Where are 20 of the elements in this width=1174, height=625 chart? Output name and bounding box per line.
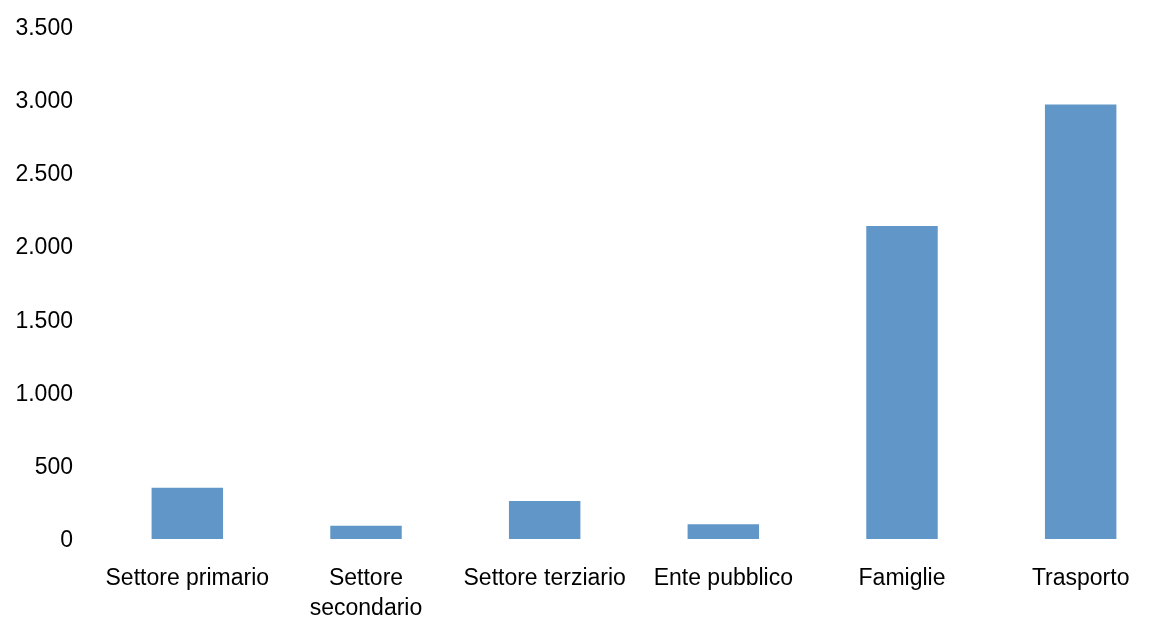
x-tick-label: Trasporto [1031, 564, 1130, 590]
bar [151, 487, 224, 539]
x-tick-label: Settore secondario [309, 564, 423, 620]
y-tick-label: 2.500 [15, 160, 73, 187]
bar [866, 225, 938, 539]
x-tick-label: Settore primario [105, 564, 270, 590]
y-tick-label: 1.000 [15, 379, 73, 406]
y-tick-label: 3.500 [15, 14, 73, 41]
y-tick-label: 0 [60, 526, 73, 553]
y-tick-label: 500 [34, 452, 73, 479]
x-tick-label: Ente pubblico [653, 564, 794, 590]
x-tick-label: Settore terziario [463, 564, 626, 590]
y-tick-label: 2.000 [15, 233, 73, 260]
bar [508, 500, 581, 539]
y-tick-label: 1.500 [15, 306, 73, 333]
bar [1044, 104, 1117, 539]
y-tick-label: 3.000 [15, 87, 73, 114]
bar [330, 525, 402, 539]
bar [687, 524, 760, 539]
x-tick-label: Famiglie [858, 564, 946, 590]
